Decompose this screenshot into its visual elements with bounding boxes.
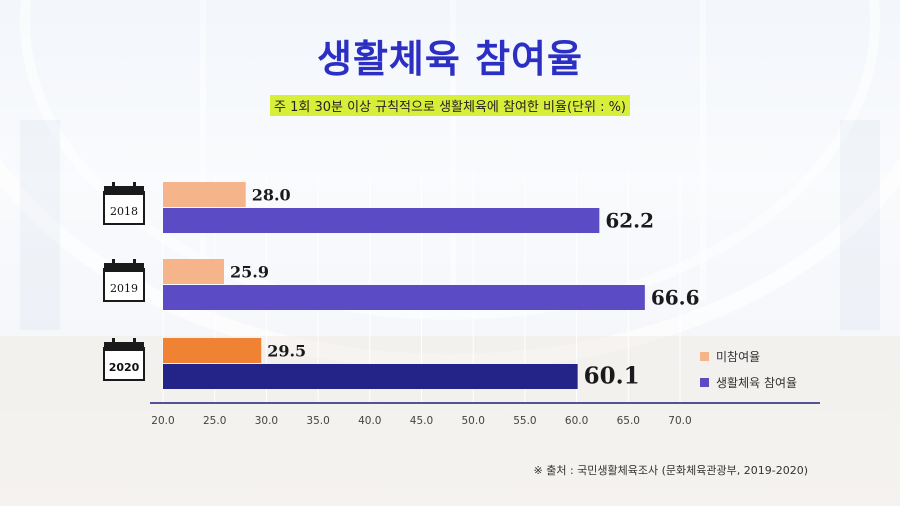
x-tick-label: 25.0 [203,415,226,427]
data-label: 28.0 [252,186,291,205]
x-tick-label: 65.0 [617,415,640,427]
data-label: 66.6 [651,286,700,310]
legend-label: 생활체육 참여율 [716,376,797,390]
background-rib [700,0,706,300]
data-label: 62.2 [605,209,654,233]
background-rib [450,0,456,300]
calendar-icon-ring [133,182,136,190]
bar-participation [163,208,600,233]
legend-swatch [700,352,709,361]
background-rib [200,0,206,300]
data-label: 29.5 [267,342,306,361]
data-label: 60.1 [584,363,640,390]
legend-label: 미참여율 [716,350,760,364]
calendar-icon-header [104,186,144,195]
calendar-icon-ring [112,338,115,346]
source-note: ※ 출처 : 국민생활체육조사 (문화체육관광부, 2019-2020) [533,464,808,477]
bar-participation [163,285,645,310]
year-label: 2020 [109,361,140,374]
calendar-icon-ring [112,259,115,267]
calendar-icon-header [104,263,144,272]
x-tick-label: 60.0 [565,415,588,427]
year-label: 2018 [110,205,138,218]
calendar-icon-header [104,342,144,351]
chart-title: 생활체육 참여율 [317,37,583,81]
bar-non-participation [163,259,225,284]
data-label: 25.9 [230,263,269,282]
bar-participation [163,364,578,389]
x-tick-label: 40.0 [358,415,381,427]
x-tick-label: 20.0 [151,415,174,427]
x-tick-label: 50.0 [462,415,485,427]
background-wall [20,120,60,330]
x-tick-label: 45.0 [410,415,433,427]
legend-swatch [700,378,709,387]
chart-subtitle: 주 1회 30분 이상 규칙적으로 생활체육에 참여한 비율(단위 : %) [270,95,630,116]
calendar-icon-ring [133,259,136,267]
year-label: 2019 [110,282,138,295]
bar-non-participation [163,182,246,207]
background-wall [840,120,880,330]
x-tick-label: 55.0 [513,415,536,427]
calendar-icon-ring [133,338,136,346]
x-tick-label: 30.0 [255,415,278,427]
x-tick-label: 70.0 [668,415,691,427]
bar-non-participation [163,338,262,363]
calendar-icon-ring [112,182,115,190]
x-tick-label: 35.0 [306,415,329,427]
